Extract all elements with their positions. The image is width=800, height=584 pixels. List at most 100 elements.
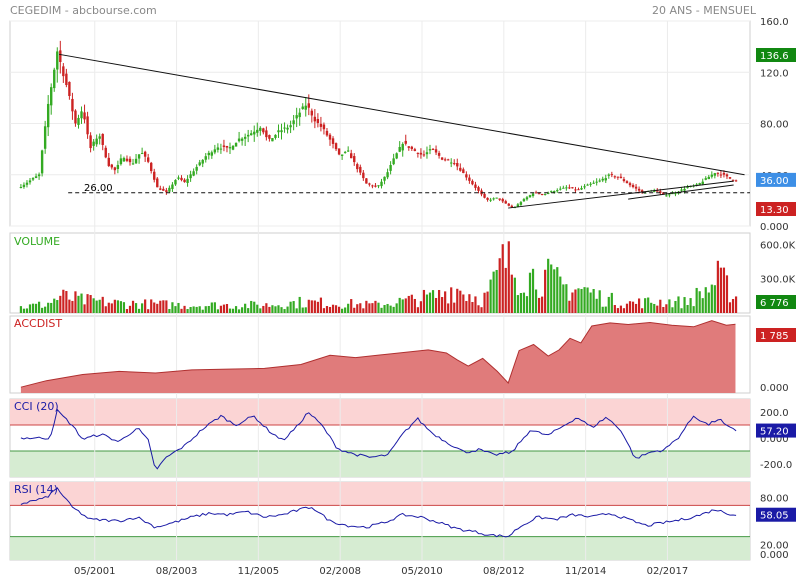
volume-bars xyxy=(19,241,738,313)
accdist-last-badge: 1 785 xyxy=(760,331,789,342)
volume-bar xyxy=(680,308,683,313)
candle-body xyxy=(337,148,341,155)
volume-bar xyxy=(656,305,659,313)
candle-body xyxy=(453,163,456,165)
volume-bar xyxy=(410,294,413,313)
candle-body xyxy=(634,186,638,189)
candle-body xyxy=(240,138,244,141)
candle-body xyxy=(268,135,271,139)
candle-body xyxy=(183,179,186,183)
candle-body xyxy=(50,87,53,106)
volume-bar xyxy=(137,308,141,313)
volume-bar xyxy=(622,308,626,313)
volume-bar xyxy=(222,304,226,313)
candle-body xyxy=(710,174,714,177)
candle-body xyxy=(283,127,286,129)
candle-body xyxy=(153,171,156,180)
candle-body xyxy=(77,117,80,125)
candle-body xyxy=(107,157,110,166)
candle-body xyxy=(398,147,401,152)
volume-bar xyxy=(692,306,695,313)
price-min-badge: 13.30 xyxy=(760,205,789,216)
candle-body xyxy=(246,134,250,137)
trendline-1 xyxy=(508,180,734,209)
volume-bar xyxy=(83,304,86,313)
volume-bar xyxy=(419,301,423,313)
candle-body xyxy=(704,178,707,180)
candle-body xyxy=(177,177,180,179)
volume-bar xyxy=(671,307,674,313)
candle-body xyxy=(365,178,368,184)
volume-bar xyxy=(325,306,329,313)
candle-body xyxy=(501,199,504,202)
candle-body xyxy=(598,180,601,182)
volume-bar xyxy=(289,301,292,313)
volume-bar xyxy=(677,296,680,313)
candle-body xyxy=(298,112,301,118)
volume-bar xyxy=(250,300,253,313)
volume-bar xyxy=(428,292,432,313)
candle-body xyxy=(37,174,41,177)
volume-bar xyxy=(68,299,71,313)
candle-body xyxy=(540,193,544,195)
volume-bar xyxy=(286,306,289,313)
volume-bar xyxy=(274,306,277,313)
candle-body xyxy=(534,192,538,194)
candle-body xyxy=(522,199,526,202)
price-last-badge: 36.00 xyxy=(760,176,789,187)
candle-body xyxy=(28,180,32,183)
volume-bar xyxy=(225,303,229,313)
candle-body xyxy=(53,69,56,89)
volume-y-tick: 300.0K xyxy=(760,275,796,286)
candle-body xyxy=(528,195,532,198)
volume-bar xyxy=(547,258,550,313)
cci-y-tick: -200.0 xyxy=(760,460,792,471)
volume-bar xyxy=(516,295,519,313)
cci-title: CCI (20) xyxy=(14,400,59,413)
candle-body xyxy=(695,184,698,186)
candle-body xyxy=(186,178,189,183)
candle-body xyxy=(568,187,571,189)
volume-bar xyxy=(265,303,268,313)
candle-body xyxy=(716,172,720,174)
candle-body xyxy=(346,150,350,152)
x-tick-label: 08/2012 xyxy=(483,566,525,577)
volume-bar xyxy=(498,258,501,313)
volume-bar xyxy=(719,267,723,313)
volume-bar xyxy=(201,309,204,313)
volume-last-badge-bg xyxy=(756,295,796,309)
cci-overbought-zone xyxy=(10,399,750,425)
candle-body xyxy=(174,180,177,185)
volume-bar xyxy=(341,308,344,313)
candle-body xyxy=(316,118,320,124)
volume-bar xyxy=(356,304,359,313)
volume-bar xyxy=(195,306,198,313)
volume-bar xyxy=(244,303,247,313)
value-badges: 136.6 36.00 13.30 6 776 1 785 57.20 58.05 xyxy=(756,48,796,522)
candle-body xyxy=(62,66,65,77)
volume-bar xyxy=(153,302,156,313)
volume-bar xyxy=(631,301,635,313)
volume-bar xyxy=(147,309,150,313)
volume-bar xyxy=(416,307,419,313)
volume-bar xyxy=(65,291,68,313)
candle-body xyxy=(343,151,347,153)
volume-bar xyxy=(537,297,541,313)
volume-bar xyxy=(322,308,326,313)
rsi-y-tick: 20.00 xyxy=(760,540,789,551)
volume-bar xyxy=(674,300,677,313)
volume-bar xyxy=(25,308,29,313)
candle-body xyxy=(537,193,541,195)
candle-body xyxy=(168,187,171,192)
candle-body xyxy=(325,130,329,136)
volume-bar xyxy=(650,302,653,313)
volume-bar xyxy=(86,294,89,313)
volume-bar xyxy=(501,244,504,313)
candle-body xyxy=(216,147,220,150)
volume-bar xyxy=(231,308,235,313)
candle-body xyxy=(65,73,68,86)
candle-body xyxy=(22,184,26,188)
volume-bar xyxy=(362,308,365,313)
